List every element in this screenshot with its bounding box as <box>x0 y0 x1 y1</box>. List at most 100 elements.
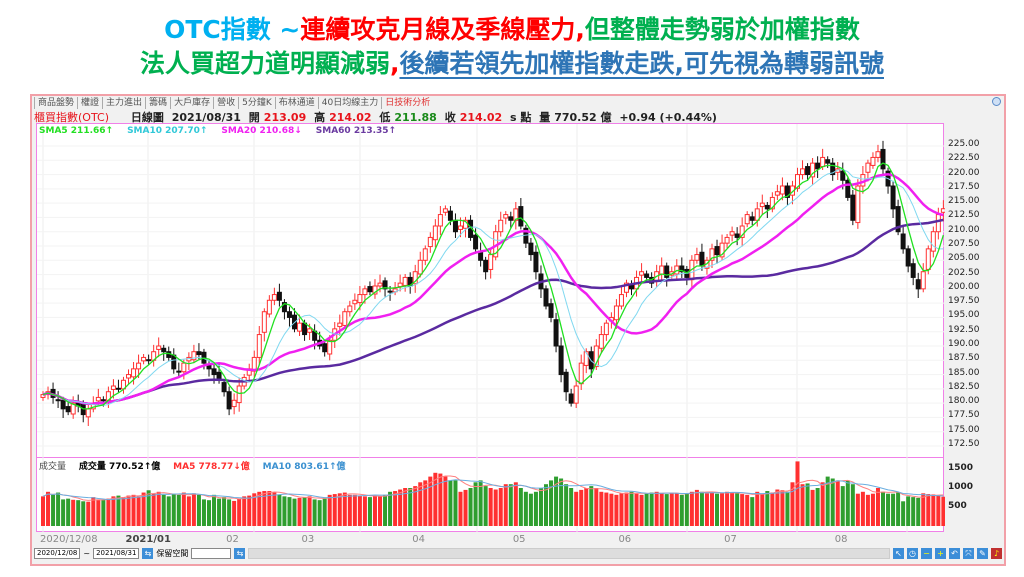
volume-bar <box>498 488 503 526</box>
candle-body <box>276 291 282 301</box>
close-value: 214.02 <box>459 111 503 124</box>
end-date-select[interactable]: 2021/08/31 <box>93 548 140 559</box>
price-chart[interactable]: SMA5 211.66↑ SMA10 207.70↑ SMA20 210.68↓ SM… <box>36 123 945 459</box>
reserve-space-input[interactable] <box>191 548 232 559</box>
undo-icon[interactable]: ↶ <box>949 548 960 559</box>
candle-body <box>503 214 509 219</box>
zoom-out-icon[interactable]: − <box>921 548 932 559</box>
candle-body <box>221 382 227 393</box>
volume-bar <box>569 488 574 526</box>
candle-body <box>593 345 599 368</box>
draw-icon[interactable]: ✎ <box>977 548 988 559</box>
candle-body <box>55 399 61 402</box>
horizontal-scrollbar[interactable] <box>248 548 890 559</box>
volume-bar <box>181 492 186 526</box>
tab-9[interactable]: 日技術分析 <box>381 97 433 109</box>
candle-body <box>719 242 725 258</box>
candle-body <box>437 214 443 227</box>
price-tick: 195.00 <box>948 310 980 321</box>
volume-bar <box>755 491 760 526</box>
tab-6[interactable]: 5分鐘K <box>238 97 275 109</box>
volume-bar <box>378 496 383 526</box>
price-tick: 190.00 <box>948 339 980 349</box>
volume-bar <box>533 491 538 526</box>
candle-body <box>347 305 353 313</box>
volume-bar <box>775 489 780 526</box>
candle-body <box>307 328 313 333</box>
tab-5[interactable]: 營收 <box>213 97 238 109</box>
sma-legend: SMA5 211.66↑ SMA10 207.70↑ SMA20 210.68↓ SM… <box>39 126 410 136</box>
zoom-in-icon[interactable]: + <box>935 548 946 559</box>
clock-icon[interactable]: ◷ <box>907 548 918 559</box>
tab-7[interactable]: 布林通道 <box>274 97 318 109</box>
date-tick: 05 <box>512 534 526 545</box>
volume-bar <box>217 498 222 526</box>
candle-body <box>618 294 624 307</box>
volume-bar <box>86 501 91 526</box>
volume-bar <box>267 491 272 526</box>
close-label: 收 <box>444 111 456 124</box>
candle-body <box>442 208 448 213</box>
volume-bar <box>906 496 911 526</box>
candle-body <box>452 219 458 233</box>
candle-body <box>131 368 137 378</box>
volume-bar <box>679 494 684 526</box>
candle-body <box>136 362 142 370</box>
alert-bell-icon[interactable]: ♪ <box>991 548 1002 559</box>
volume-chart[interactable]: 成交量 成交量 770.52↑億 MA5 778.77↓億 MA10 803.6… <box>36 458 945 532</box>
volume-tick: 1500 <box>948 463 974 473</box>
volume-bar <box>659 493 664 526</box>
headline-segment: , <box>390 49 400 78</box>
volume-bar <box>413 486 418 526</box>
volume-bar <box>453 480 458 526</box>
start-date-select[interactable]: 2020/12/08 <box>34 548 81 559</box>
fit-icon[interactable]: ⤧ <box>963 548 974 559</box>
volume-bar <box>609 493 614 526</box>
candle-body <box>764 204 770 210</box>
volume-bar <box>624 492 629 526</box>
tab-1[interactable]: 權證 <box>77 97 102 109</box>
candle-body <box>65 406 71 413</box>
volume-bar <box>941 496 945 526</box>
tab-2[interactable]: 主力進出 <box>102 97 145 109</box>
volume-bar <box>367 497 372 526</box>
volume-bar <box>750 497 755 526</box>
volume-bar <box>815 488 820 526</box>
tab-4[interactable]: 大戶庫存 <box>170 97 213 109</box>
high-label: 高 <box>314 111 326 124</box>
candle-body <box>422 248 428 261</box>
volume-bar <box>106 498 111 526</box>
volume-bar <box>875 488 880 526</box>
volume-bar <box>790 482 795 526</box>
tab-8[interactable]: 40日均線主力 <box>317 97 381 109</box>
cursor-icon[interactable]: ↖ <box>893 548 904 559</box>
candle-body <box>759 202 765 208</box>
volume-bar <box>629 491 634 526</box>
candle-body <box>920 271 926 290</box>
candle-body <box>815 162 821 170</box>
volume-bar <box>166 496 171 526</box>
volume-bar <box>921 493 926 526</box>
candle-body <box>805 166 811 176</box>
volume-bar <box>870 493 875 526</box>
volume-bar <box>735 493 740 526</box>
candle-body <box>533 251 539 273</box>
candle-body <box>457 225 463 230</box>
reserve-toggle-icon[interactable]: ⇆ <box>234 548 246 559</box>
tab-0[interactable]: 商品盤勢 <box>34 97 77 109</box>
volume-bar <box>825 476 830 526</box>
candle-body <box>744 214 750 225</box>
volume-bar <box>639 494 644 526</box>
volume-tick: 1000 <box>948 482 974 492</box>
volume-bar <box>418 482 423 526</box>
tab-3[interactable]: 籌碼 <box>145 97 170 109</box>
apply-icon[interactable]: ⇆ <box>142 548 154 559</box>
zoom-icon[interactable] <box>992 97 1001 106</box>
candle-body <box>940 208 945 213</box>
volume-bar <box>372 495 377 526</box>
volume-bar <box>689 491 694 526</box>
candle-body <box>578 362 584 385</box>
volume-bar <box>443 476 448 526</box>
volume-bar <box>805 483 810 526</box>
volume-bar <box>312 499 317 526</box>
